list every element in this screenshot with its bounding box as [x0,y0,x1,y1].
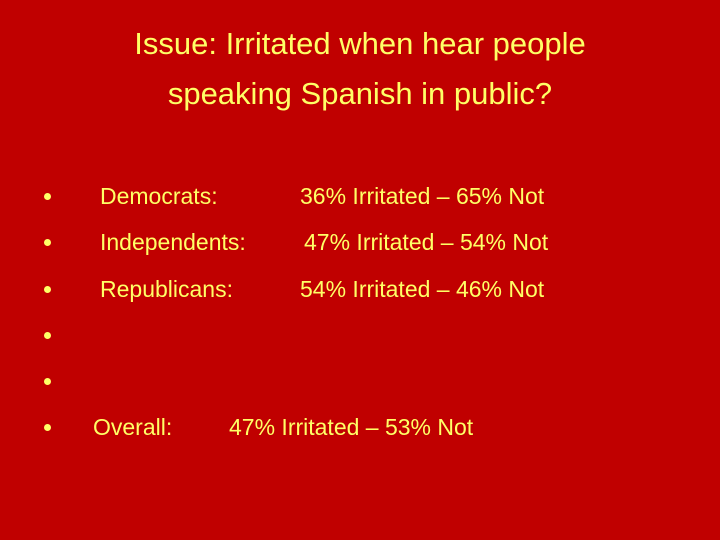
bullet [44,239,51,246]
item-label: Independents: [100,229,246,255]
item-label: Democrats: [100,183,218,209]
title-line: speaking Spanish in public? [167,76,553,111]
item-text: 54% Irritated – 46% Not [300,276,545,302]
overall-label: Overall: [93,414,173,440]
bullet [44,378,51,385]
title-line: Issue: Irritated when hear people [134,26,586,61]
bullet [44,424,51,431]
overall-text: 47% Irritated – 53% Not [229,414,474,440]
bullet [44,193,51,200]
item-text: 36% Irritated – 65% Not [300,183,545,209]
item-text: 47% Irritated – 54% Not [304,229,549,255]
bullet [44,286,51,293]
bullet [44,332,51,339]
item-label: Republicans: [100,276,233,302]
